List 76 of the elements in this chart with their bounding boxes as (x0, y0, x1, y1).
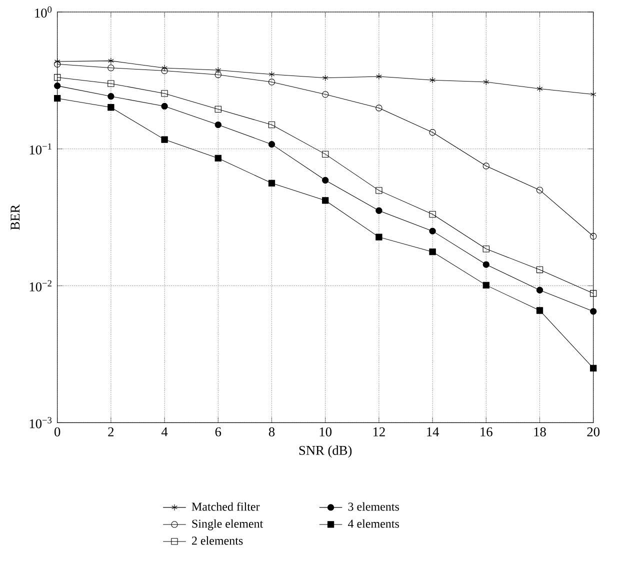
point (214, 155, 222, 162)
point (108, 64, 114, 72)
point (482, 282, 490, 289)
point (54, 74, 61, 81)
point (214, 122, 222, 128)
point (376, 104, 382, 112)
point (322, 150, 329, 158)
point (268, 71, 275, 78)
point (482, 246, 490, 252)
point (429, 228, 436, 235)
point (161, 136, 168, 144)
point (482, 261, 490, 268)
point (590, 233, 597, 240)
x-tick-label: 0 (54, 428, 60, 437)
point (482, 162, 490, 170)
legend-label: 2 elements (192, 536, 243, 545)
point (590, 365, 597, 372)
point (214, 106, 222, 113)
x-tick-label: 14 (427, 428, 439, 436)
y-tick-label: 10$^{−1}$ (30, 143, 52, 155)
y-tick-label: 10$^{−2}$ (30, 280, 52, 292)
point (54, 60, 61, 68)
x-tick-label: 16 (480, 428, 492, 436)
point (536, 86, 543, 92)
point (214, 72, 222, 78)
y-axis-title: BER (10, 204, 20, 230)
point (429, 248, 436, 256)
point (376, 234, 382, 241)
point (590, 91, 596, 98)
legend-label: 4 elements (348, 519, 399, 528)
point (161, 90, 168, 97)
point (322, 91, 329, 98)
y-tick-label: 10$^{−3}$ (30, 417, 52, 428)
point (54, 82, 61, 90)
legend-label: Matched filter (192, 502, 260, 511)
point (162, 64, 168, 72)
point (268, 122, 276, 128)
point (215, 66, 222, 74)
point (429, 129, 436, 136)
point (483, 78, 490, 86)
x-tick-label: 20 (587, 428, 600, 437)
x-tick-label: 8 (268, 428, 275, 437)
point (108, 104, 114, 111)
legend-label: 3 elements (348, 502, 399, 511)
point (536, 266, 544, 274)
point (161, 103, 168, 110)
point (108, 93, 114, 100)
point (429, 211, 436, 218)
point (268, 180, 276, 187)
point (536, 307, 544, 314)
point (322, 197, 329, 204)
point (590, 290, 597, 297)
point (268, 78, 276, 86)
point (590, 308, 597, 315)
point (536, 186, 544, 194)
y-tick-label: 10$^{0}$ (35, 6, 52, 18)
x-axis-title: SNR (dB) (299, 446, 352, 458)
point (322, 177, 329, 184)
point (430, 76, 436, 84)
point (376, 73, 382, 80)
point (268, 141, 276, 148)
point (161, 68, 168, 74)
x-tick-label: 18 (534, 428, 546, 437)
point (54, 95, 61, 102)
point (376, 207, 382, 214)
point (322, 74, 328, 82)
point (536, 286, 544, 294)
point (108, 80, 114, 88)
x-tick-label: 12 (373, 428, 385, 436)
x-tick-label: 4 (161, 428, 168, 436)
point (108, 58, 114, 64)
x-tick-label: 6 (215, 428, 222, 436)
point (376, 187, 382, 194)
x-tick-label: 10 (320, 428, 332, 437)
x-tick-label: 2 (108, 428, 114, 436)
legend-label: Single element (192, 519, 264, 530)
